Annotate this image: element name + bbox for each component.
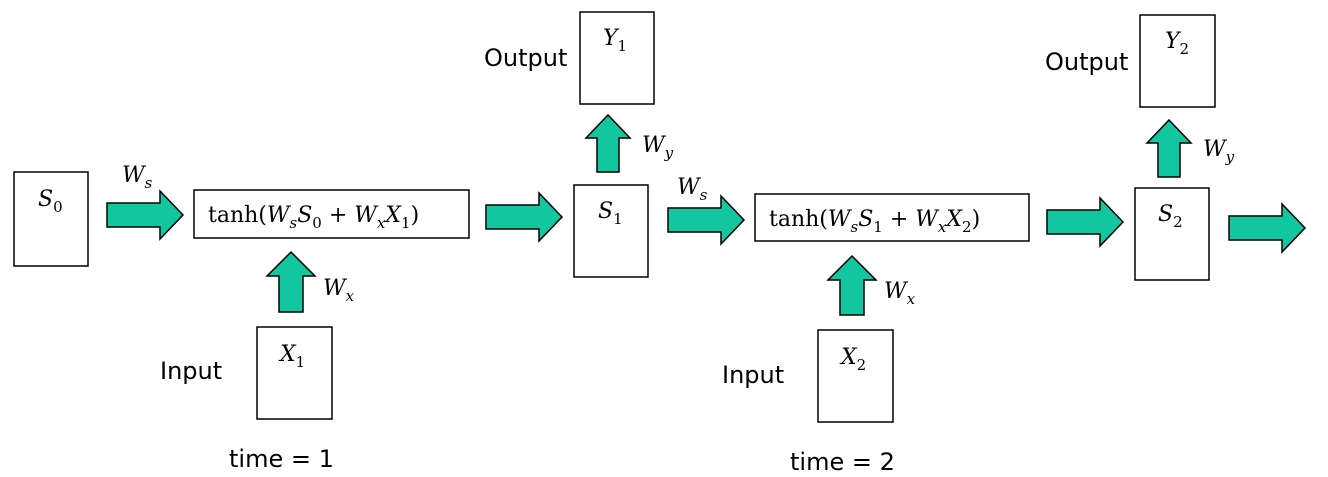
arrow-x1-to-formula-1 <box>265 250 317 313</box>
arrow-formula-2-to-s2 <box>1046 196 1125 248</box>
output-y1-box <box>579 11 655 105</box>
arrow-s2-to-y2 <box>1145 118 1193 178</box>
symbol-s0: S0 <box>38 187 63 216</box>
weight-ws-1: Ws <box>122 163 153 192</box>
state-s2-box <box>1134 187 1210 281</box>
weight-wx-2: Wx <box>884 279 916 308</box>
arrow-x2-to-formula-2 <box>826 254 878 316</box>
symbol-x1: X1 <box>278 342 305 371</box>
output-label-2: Output <box>1045 48 1128 76</box>
formula-box-step-2 <box>754 193 1030 242</box>
symbol-y2: Y2 <box>1165 29 1189 58</box>
arrow-s1-to-formula-2 <box>667 194 746 246</box>
formula-box-step-1 <box>193 189 470 239</box>
symbol-y1: Y1 <box>603 26 627 55</box>
weight-wy-1: Wy <box>642 133 674 162</box>
arrow-s1-to-y1 <box>584 113 632 173</box>
arrow-formula-1-to-s1 <box>485 191 564 243</box>
output-y2-box <box>1139 14 1216 108</box>
input-x1-box <box>256 326 333 420</box>
input-label-1: Input <box>160 357 222 385</box>
formula-step-1: tanh(WsS0 + WxX1) <box>208 203 419 232</box>
arrow-s2-to-next <box>1228 202 1307 254</box>
state-s0-box <box>13 171 89 267</box>
output-label-1: Output <box>484 44 567 72</box>
weight-ws-2: Ws <box>677 175 708 204</box>
symbol-s1: S1 <box>598 199 623 228</box>
formula-step-2: tanh(WsS1 + WxX2) <box>769 207 980 236</box>
arrow-s0-to-formula-1 <box>106 189 185 241</box>
time-label-1: time = 1 <box>229 445 334 473</box>
symbol-x2: X2 <box>839 345 866 374</box>
time-label-2: time = 2 <box>790 448 895 476</box>
state-s1-box <box>573 184 649 278</box>
weight-wx-1: Wx <box>323 276 355 305</box>
symbol-s2: S2 <box>1158 202 1183 231</box>
weight-wy-2: Wy <box>1203 137 1235 166</box>
input-x2-box <box>817 329 894 423</box>
input-label-2: Input <box>722 361 784 389</box>
